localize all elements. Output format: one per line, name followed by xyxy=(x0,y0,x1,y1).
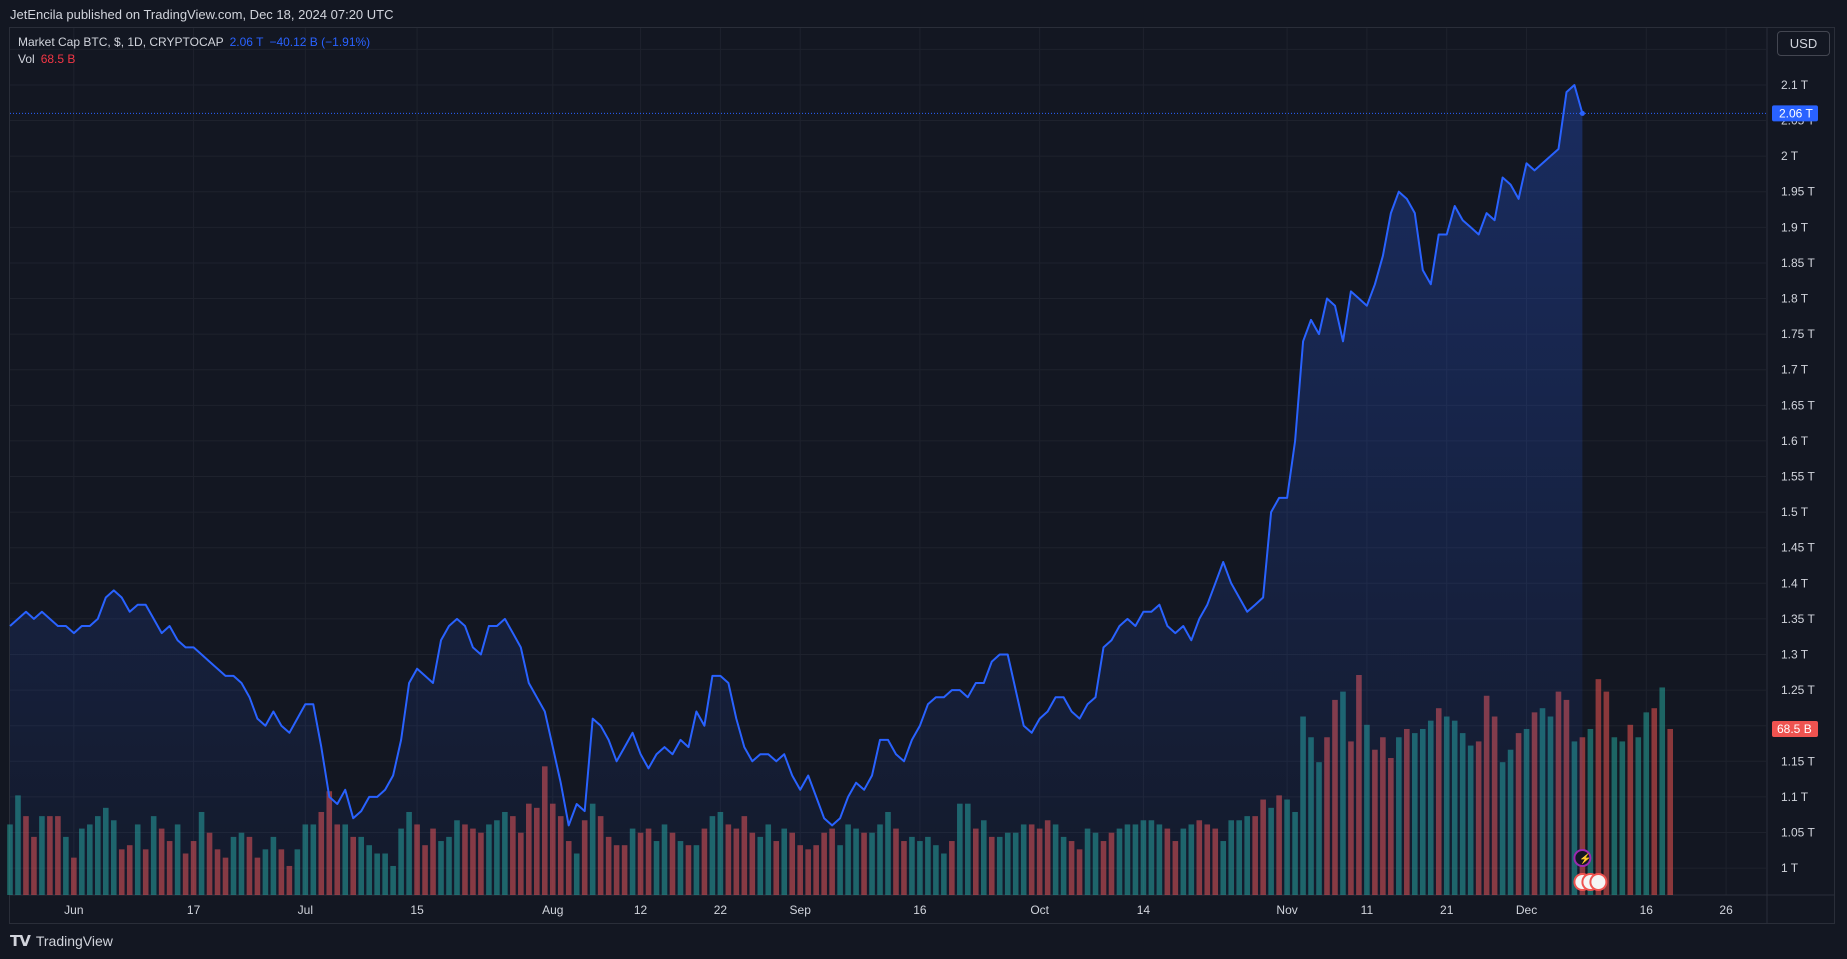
time-tick-label: 26 xyxy=(1719,903,1733,917)
time-tick-label: 15 xyxy=(410,903,424,917)
volume-bar xyxy=(1635,737,1642,895)
price-tick-label: 1.6 T xyxy=(1781,434,1809,448)
chart-frame[interactable] xyxy=(9,27,1835,924)
us-flag-event-icon xyxy=(1589,873,1608,891)
tradingview-logo-icon: 𝗧𝗩 xyxy=(10,933,31,950)
volume-bar xyxy=(1611,737,1618,895)
time-tick-label: 12 xyxy=(634,903,648,917)
last-volume-badge xyxy=(1772,720,1818,737)
lightning-glyph: ⚡ xyxy=(1579,852,1591,865)
last-price-dot xyxy=(1579,110,1585,116)
legend-volume-row[interactable]: Vol 68.5 B xyxy=(18,51,370,68)
price-tick-label: 1.4 T xyxy=(1781,576,1809,590)
volume-bar xyxy=(1651,708,1658,895)
price-tick-label: 1.95 T xyxy=(1781,185,1815,199)
price-tick-label: 1 T xyxy=(1781,861,1799,875)
price-tick-label: 1.3 T xyxy=(1781,648,1809,662)
last-price-badge xyxy=(1772,105,1818,122)
time-tick-label: Aug xyxy=(542,903,563,917)
price-axis[interactable]: 2.15 T2.1 T2.05 T2 T1.95 T1.9 T1.85 T1.8… xyxy=(1772,42,1818,875)
last-volume-badge-text: 68.5 B xyxy=(1777,722,1812,736)
legend-symbol-row[interactable]: Market Cap BTC, $, 1D, CRYPTOCAP 2.06 T −4… xyxy=(18,34,370,51)
price-tick-label: 1.25 T xyxy=(1781,683,1815,697)
price-tick-label: 1.1 T xyxy=(1781,790,1809,804)
last-price-badge-text: 2.06 T xyxy=(1779,106,1813,120)
publisher-attribution: JetEncila published on TradingView.com, … xyxy=(10,7,394,22)
price-tick-label: 1.65 T xyxy=(1781,398,1815,412)
volume-bar xyxy=(1595,679,1602,895)
time-tick-label: 17 xyxy=(187,903,201,917)
price-tick-label: 1.75 T xyxy=(1781,327,1815,341)
time-tick-label: 21 xyxy=(1440,903,1454,917)
time-tick-label: 11 xyxy=(1361,903,1374,917)
price-area xyxy=(9,84,1766,895)
price-area-fill xyxy=(10,85,1583,895)
legend-vol-label: Vol xyxy=(18,52,35,66)
price-line xyxy=(9,84,1584,827)
tradingview-logo[interactable]: 𝗧𝗩 TradingView xyxy=(10,932,113,950)
time-axis[interactable]: Jun 17 Jul 15 Aug 12 22 Sep 16 Oct 14 Nov 11 21 Dec 16 2… xyxy=(64,903,1733,917)
price-tick-label: 1.8 T xyxy=(1781,292,1809,306)
price-tick-label: 1.85 T xyxy=(1781,256,1815,270)
event-markers: ⚡ xyxy=(1573,849,1608,891)
price-tick-label: 1.7 T xyxy=(1781,363,1809,377)
price-tick-label: 1.35 T xyxy=(1781,612,1815,626)
time-tick-label: 16 xyxy=(1640,903,1654,917)
chart-legend: Market Cap BTC, $, 1D, CRYPTOCAP 2.06 T −4… xyxy=(18,34,370,68)
volume-bar xyxy=(1627,724,1634,895)
volume-bar xyxy=(1587,728,1594,895)
time-tick-label: Sep xyxy=(790,903,812,917)
legend-symbol: Market Cap BTC, $, 1D, CRYPTOCAP xyxy=(18,35,224,49)
time-tick-label: Jun xyxy=(64,903,83,917)
price-tick-label: 1.05 T xyxy=(1781,825,1815,839)
tradingview-logo-text: TradingView xyxy=(35,933,113,949)
lightning-event-icon xyxy=(1573,849,1592,867)
header-bar: JetEncila published on TradingView.com, … xyxy=(0,0,1847,28)
time-tick-label: Dec xyxy=(1516,903,1537,917)
price-tick-label: 1.15 T xyxy=(1781,754,1815,768)
time-tick-label: Nov xyxy=(1276,903,1297,917)
price-tick-label: 1.9 T xyxy=(1781,220,1809,234)
price-tick-label: 2 T xyxy=(1781,149,1799,163)
volume-bar xyxy=(1643,712,1650,895)
time-tick-label: 22 xyxy=(714,903,728,917)
price-tick-label: 2.1 T xyxy=(1781,78,1809,92)
price-tick-label: 1.55 T xyxy=(1781,470,1815,484)
legend-last-value: 2.06 T xyxy=(229,35,264,49)
volume-bar xyxy=(1659,687,1666,895)
price-tick-label: 1.5 T xyxy=(1781,505,1809,519)
volume-bar xyxy=(1579,737,1586,895)
time-tick-label: 14 xyxy=(1137,903,1151,917)
volume-bar xyxy=(1619,741,1626,895)
legend-change: −40.12 B (−1.91%) xyxy=(269,35,371,49)
volume-bar xyxy=(1667,728,1674,895)
legend-vol-value: 68.5 B xyxy=(40,52,76,66)
time-tick-label: Jul xyxy=(298,903,313,917)
currency-button[interactable]: USD xyxy=(1777,31,1830,56)
price-tick-label: 1.45 T xyxy=(1781,541,1815,555)
volume-bar xyxy=(1603,691,1610,895)
time-tick-label: Oct xyxy=(1030,903,1049,917)
time-tick-label: 16 xyxy=(913,903,927,917)
